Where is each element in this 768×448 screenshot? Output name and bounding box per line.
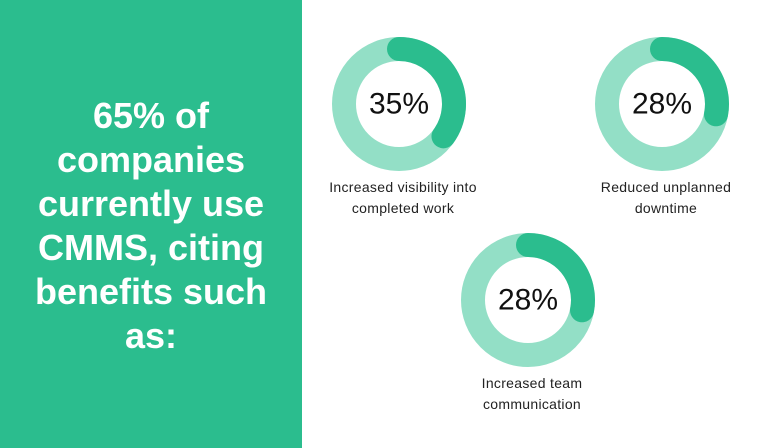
donut-arc <box>650 37 729 127</box>
headline: 65% of companies currently use CMMS, cit… <box>34 95 268 356</box>
side-panel: 65% of companies currently use CMMS, cit… <box>0 0 302 448</box>
value-label: 28% <box>632 88 692 121</box>
category-label: Increased visibility into completed work <box>329 179 477 216</box>
category-label: Increased team communication <box>481 375 583 412</box>
value-label: 28% <box>498 284 558 317</box>
donut-arc <box>387 37 466 149</box>
category-label: Reduced unplanned downtime <box>600 179 732 216</box>
donut-arc <box>516 233 595 323</box>
value-label: 35% <box>369 88 429 121</box>
